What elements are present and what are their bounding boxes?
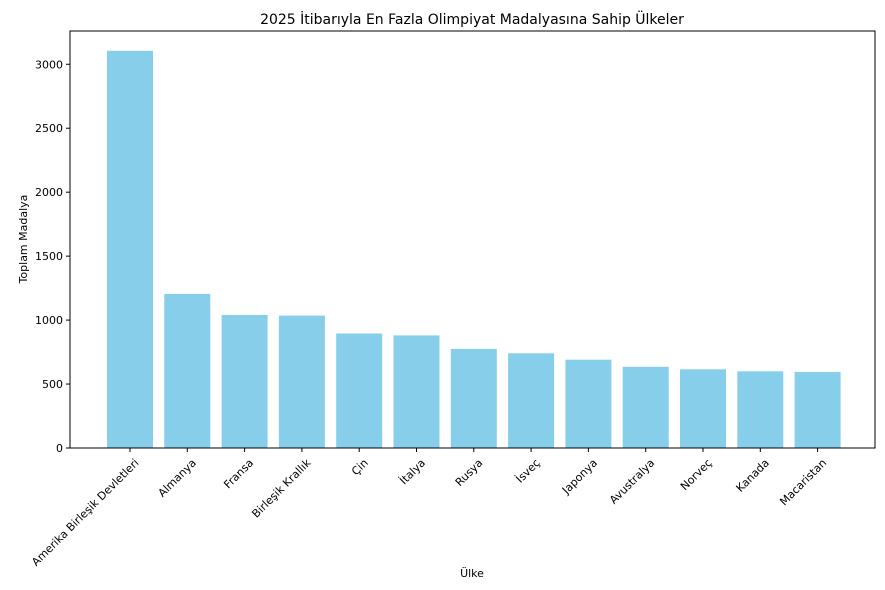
x-axis-label: Ülke: [460, 567, 484, 580]
bar-7: [508, 353, 555, 448]
chart-title: 2025 İtibarıyla En Fazla Olimpiyat Madal…: [260, 10, 684, 28]
y-tick-label: 1000: [35, 314, 63, 327]
bars-group: [107, 50, 841, 449]
x-tick-label: Almanya: [156, 456, 199, 499]
bar-0: [107, 50, 153, 449]
x-tick-label: Amerika Birleşik Devletleri: [29, 456, 141, 568]
bar-10: [680, 369, 726, 448]
x-tick-label: Fransa: [221, 456, 256, 491]
bar-2: [221, 315, 268, 448]
bar-11: [737, 371, 784, 448]
x-tick-label: İtalya: [397, 456, 428, 487]
y-tick-label: 2000: [35, 186, 63, 199]
x-tick-label: Norveç: [678, 456, 715, 493]
bar-1: [164, 293, 211, 448]
x-tick-label: Birleşik Krallık: [249, 456, 314, 521]
y-tick-label: 1500: [35, 250, 63, 263]
y-tick-label: 2500: [35, 122, 63, 135]
x-tick-label: Macaristan: [777, 456, 829, 508]
x-tick-label: Japonya: [559, 456, 600, 497]
bar-3: [278, 315, 325, 448]
x-axis: Amerika Birleşik Devletleri Almanya Fransa…: [29, 448, 829, 569]
x-tick-label: Çin: [349, 456, 371, 478]
bar-4: [336, 333, 383, 448]
bar-8: [565, 359, 612, 448]
plot-frame: [69, 30, 876, 449]
y-tick-label: 500: [42, 378, 63, 391]
y-tick-label: 0: [56, 442, 63, 455]
bar-12: [794, 371, 841, 448]
y-axis-label: Toplam Madalya: [17, 195, 30, 285]
x-tick-label: İsveç: [513, 456, 542, 485]
bar-9: [622, 366, 669, 448]
bar-5: [393, 335, 440, 448]
x-tick-label: Kanada: [734, 456, 772, 494]
x-tick-label: Avustralya: [607, 456, 657, 506]
x-tick-label: Rusya: [453, 456, 486, 489]
y-axis: 0 500 1000 1500 2000 2500 3000: [35, 58, 70, 455]
bar-6: [450, 348, 497, 448]
y-tick-label: 3000: [35, 58, 63, 71]
